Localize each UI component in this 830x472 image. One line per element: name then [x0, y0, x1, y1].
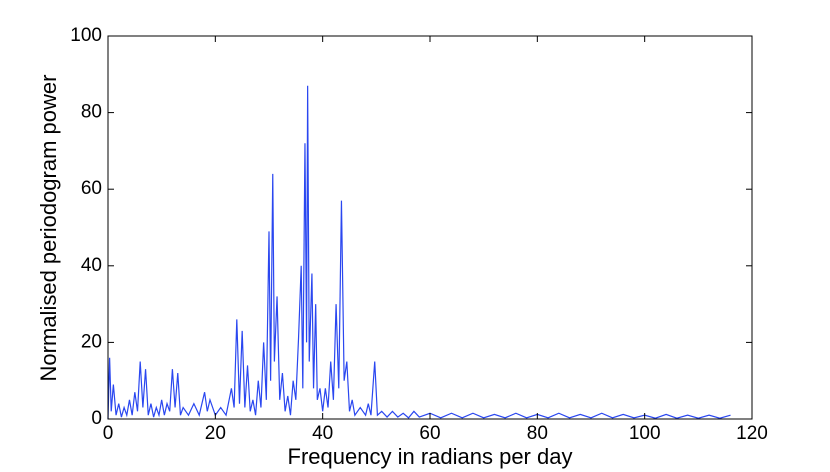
- y-tick-label: 0: [91, 408, 102, 429]
- x-tick-label: 80: [527, 423, 548, 444]
- x-tick-label: 20: [205, 423, 226, 444]
- y-tick-label: 60: [81, 178, 102, 199]
- x-tick-label: 0: [103, 423, 114, 444]
- y-tick-label: 80: [81, 102, 102, 123]
- plot-frame: [107, 35, 753, 420]
- y-tick-label: 100: [70, 25, 102, 46]
- x-tick-label: 100: [629, 423, 661, 444]
- x-tick-label: 120: [736, 423, 768, 444]
- x-axis-label: Frequency in radians per day: [288, 444, 573, 469]
- y-axis-label: Normalised periodogram power: [36, 75, 61, 382]
- y-tick-label: 40: [81, 255, 102, 276]
- y-tick-label: 20: [81, 331, 102, 352]
- data-line: [107, 85, 731, 420]
- x-tick-label: 40: [312, 423, 333, 444]
- x-tick-label: 60: [419, 423, 440, 444]
